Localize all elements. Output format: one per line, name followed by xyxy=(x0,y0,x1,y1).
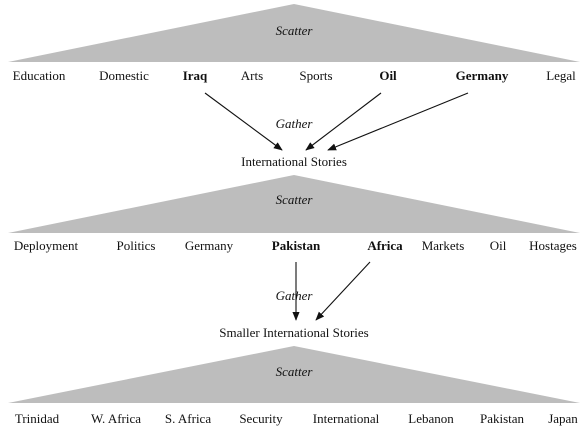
scatter-label-3: Scatter xyxy=(276,364,314,379)
cluster-label-3-0: Trinidad xyxy=(15,411,60,426)
scatter-triangle-1 xyxy=(8,4,580,62)
cluster-label-3-5: Lebanon xyxy=(408,411,454,426)
cluster-label-3-7: Japan xyxy=(548,411,578,426)
cluster-label-1-5: Oil xyxy=(379,68,397,83)
cluster-label-3-6: Pakistan xyxy=(480,411,525,426)
cluster-label-2-7: Hostages xyxy=(529,238,577,253)
scatter-triangle-3 xyxy=(8,346,580,403)
cluster-label-3-2: S. Africa xyxy=(165,411,211,426)
gather-label-1: Gather xyxy=(276,116,314,131)
cluster-label-2-1: Politics xyxy=(116,238,155,253)
cluster-label-2-6: Oil xyxy=(490,238,507,253)
cluster-label-1-4: Sports xyxy=(299,68,332,83)
gather-arrow-iraq xyxy=(204,92,283,151)
result-node-2: Smaller International Stories xyxy=(219,325,368,340)
cluster-label-2-3: Pakistan xyxy=(272,238,321,253)
cluster-label-1-6: Germany xyxy=(456,68,509,83)
cluster-label-1-7: Legal xyxy=(546,68,576,83)
scatter-triangle-2 xyxy=(8,175,580,233)
cluster-label-2-4: Africa xyxy=(367,238,403,253)
cluster-label-1-1: Domestic xyxy=(99,68,149,83)
cluster-label-3-4: International xyxy=(313,411,380,426)
cluster-label-3-1: W. Africa xyxy=(91,411,141,426)
gather-arrow-germany xyxy=(327,92,469,151)
cluster-label-1-0: Education xyxy=(13,68,66,83)
cluster-label-3-3: Security xyxy=(239,411,283,426)
gather-arrow-oil xyxy=(305,92,382,151)
cluster-label-1-3: Arts xyxy=(241,68,263,83)
gather-arrow-africa xyxy=(315,261,371,321)
scatter-label-1: Scatter xyxy=(276,23,314,38)
cluster-label-1-2: Iraq xyxy=(183,68,208,83)
gather-label-2: Gather xyxy=(276,288,314,303)
cluster-label-2-0: Deployment xyxy=(14,238,79,253)
cluster-label-2-2: Germany xyxy=(185,238,234,253)
scatter-label-2: Scatter xyxy=(276,192,314,207)
cluster-label-2-5: Markets xyxy=(422,238,465,253)
result-node-1: International Stories xyxy=(241,154,347,169)
